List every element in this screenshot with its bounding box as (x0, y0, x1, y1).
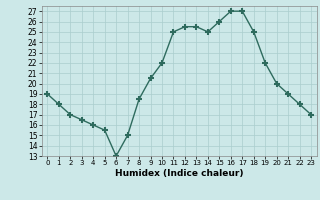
X-axis label: Humidex (Indice chaleur): Humidex (Indice chaleur) (115, 169, 244, 178)
